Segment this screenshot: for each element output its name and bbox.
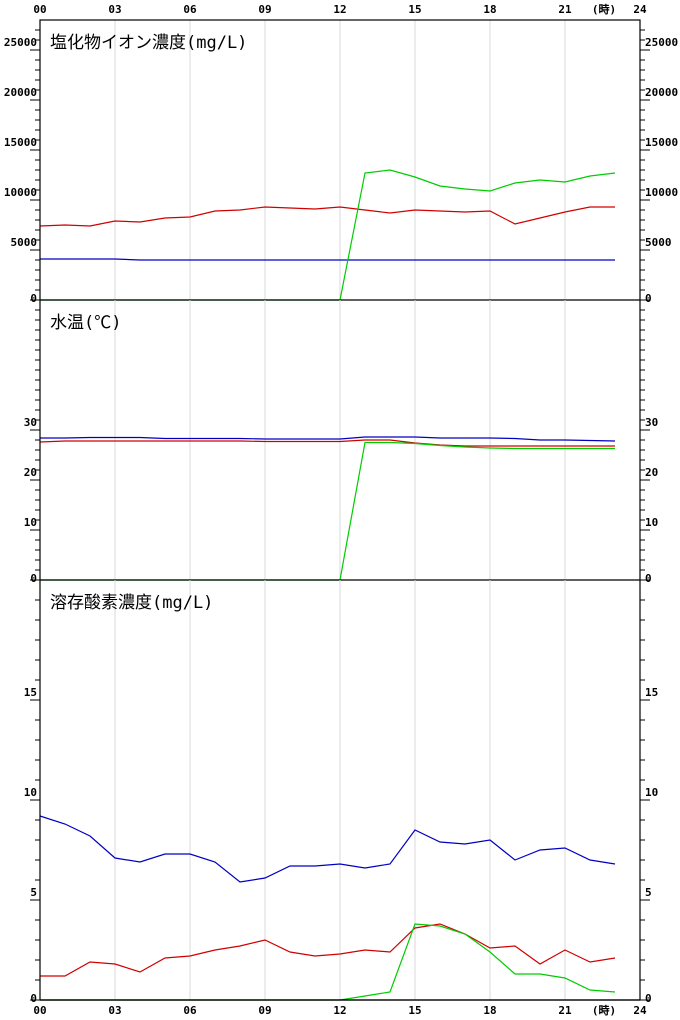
y-tick-label: 0: [30, 292, 37, 305]
x-axis-label: (時): [592, 2, 616, 16]
plot-frame: [39, 19, 641, 1001]
y-tick-label: 30: [24, 416, 37, 429]
y-tick-label: 15: [24, 686, 37, 699]
x-tick-label: 00: [33, 1004, 46, 1017]
series-line: [40, 923, 616, 977]
x-axis-label: (時): [592, 1003, 616, 1017]
x-tick-label: 09: [258, 3, 271, 16]
y-tick-label: 15000: [645, 136, 678, 149]
x-tick-label: 18: [483, 3, 496, 16]
panel-title: 溶存酸素濃度(mg/L): [50, 593, 213, 613]
y-tick-label: 5: [645, 886, 652, 899]
series-line: [39, 439, 615, 447]
x-tick-label: 06: [183, 3, 197, 16]
y-tick-label: 5: [30, 886, 37, 899]
x-tick-label: 15: [408, 1004, 421, 1017]
y-tick-label: 10: [24, 786, 37, 799]
y-tick-label: 20: [645, 466, 658, 479]
x-tick-label: 03: [108, 1004, 121, 1017]
series-line: [40, 436, 616, 442]
y-tick-label: 20: [24, 466, 37, 479]
y-tick-label: 10: [645, 786, 658, 799]
y-tick-label: 0: [645, 572, 652, 585]
y-tick-label: 10000: [4, 186, 37, 199]
y-tick-label: 25000: [645, 36, 678, 49]
y-tick-label: 0: [30, 572, 37, 585]
x-tick-label: 06: [183, 1004, 197, 1017]
panel-title: 水温(℃): [50, 313, 121, 333]
y-tick-label: 10: [645, 516, 658, 529]
y-tick-label: 5000: [645, 236, 672, 249]
y-tick-label: 10: [24, 516, 37, 529]
y-tick-label: 10000: [645, 186, 678, 199]
x-tick-label: 09: [258, 1004, 271, 1017]
y-tick-label: 5000: [11, 236, 38, 249]
y-tick-label: 20000: [4, 86, 37, 99]
y-tick-label: 20000: [645, 86, 678, 99]
y-tick-label: 30: [645, 416, 658, 429]
x-tick-label: 24: [633, 3, 647, 16]
series-line: [40, 258, 615, 261]
panel-title: 塩化物イオン濃度(mg/L): [50, 33, 247, 53]
x-tick-label: 12: [333, 1004, 346, 1017]
x-tick-label: 18: [483, 1004, 496, 1017]
y-tick-label: 15000: [4, 136, 37, 149]
x-tick-label: 00: [33, 3, 46, 16]
x-tick-label: 21: [558, 1004, 572, 1017]
series-line: [39, 206, 615, 227]
y-tick-label: 0: [645, 292, 652, 305]
x-tick-label: 03: [108, 3, 121, 16]
y-tick-label: 0: [645, 992, 652, 1005]
y-tick-label: 0: [30, 992, 37, 1005]
y-tick-label: 25000: [4, 36, 37, 49]
x-tick-label: 24: [633, 1004, 647, 1017]
y-tick-label: 15: [645, 686, 658, 699]
x-tick-label: 12: [333, 3, 346, 16]
series-line: [39, 815, 616, 883]
x-tick-label: 21: [558, 3, 572, 16]
x-tick-label: 15: [408, 3, 421, 16]
